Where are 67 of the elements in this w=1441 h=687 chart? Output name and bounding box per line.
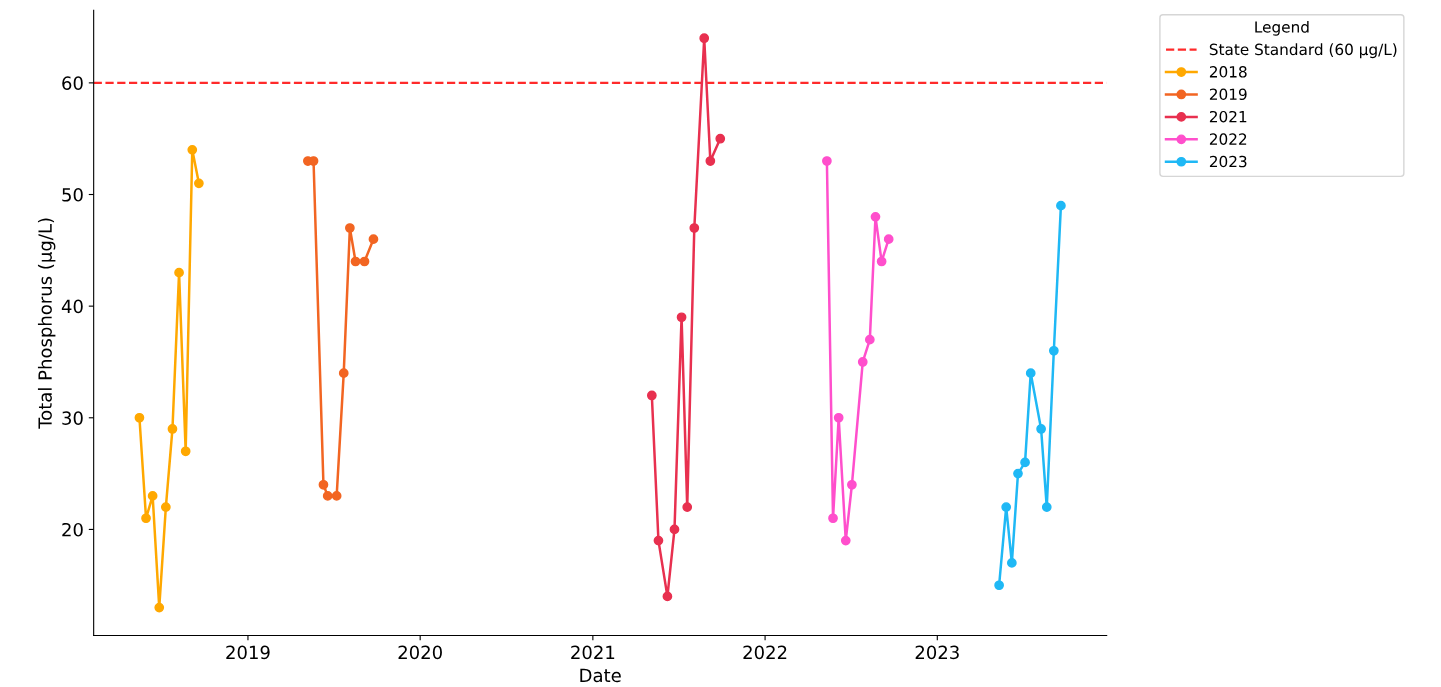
legend-label: 2019 [1209,88,1247,101]
point [1020,457,1030,468]
point [345,223,355,233]
point [1025,368,1036,378]
x-tick-label: 2021 [571,645,615,660]
point [669,524,680,535]
point [883,234,894,245]
point [662,591,673,602]
legend-label: 2021 [1209,110,1247,123]
point [833,412,844,423]
point [828,513,838,524]
point [715,133,726,144]
point [646,390,657,401]
point [653,535,664,546]
point [1036,424,1046,434]
x-tick-label: 2022 [743,645,787,660]
legend-label: 2018 [1209,66,1247,78]
point [174,267,184,278]
y-tick-label: 60 [62,76,83,90]
point [368,234,379,245]
point [147,491,158,501]
x-tick-label: 2020 [398,645,442,660]
point [160,502,171,512]
y-tick-label: 50 [62,187,83,202]
point [134,412,145,423]
point [322,491,333,501]
x-tick-label: 2023 [915,645,959,660]
point [699,33,710,44]
point [359,256,370,267]
point [1006,558,1017,568]
x-axis-title: Date [580,668,621,683]
point [338,368,349,378]
point [194,178,204,189]
y-axis-title: Total Phosphorus (µg/L) [37,218,56,429]
point [180,446,191,457]
point [1041,502,1052,512]
point [1001,502,1012,512]
point [822,156,832,166]
point [167,424,178,434]
legend-label: 2023 [1209,155,1247,168]
point [876,256,887,267]
y-tick-label: 30 [62,411,83,425]
y-tick-label: 20 [62,522,83,537]
x-tick-label: 2019 [226,645,270,660]
point [857,357,868,367]
point [840,535,851,546]
point [689,223,700,233]
point [350,256,361,267]
point [870,211,881,222]
point [331,491,342,501]
point [994,580,1004,591]
point [682,502,693,512]
point [847,479,857,490]
point [676,312,687,323]
point [154,602,165,613]
point [864,334,875,345]
point [187,144,198,155]
point [141,513,151,524]
point [1013,468,1023,479]
y-tick-label: 40 [61,299,83,314]
point [1056,200,1066,211]
legend-label: State Standard (60 µg/L) [1209,43,1397,59]
point [705,156,716,166]
legend-title: Legend [1255,20,1309,36]
point [318,479,329,490]
legend-label: 2022 [1209,133,1247,145]
point [1048,345,1059,356]
